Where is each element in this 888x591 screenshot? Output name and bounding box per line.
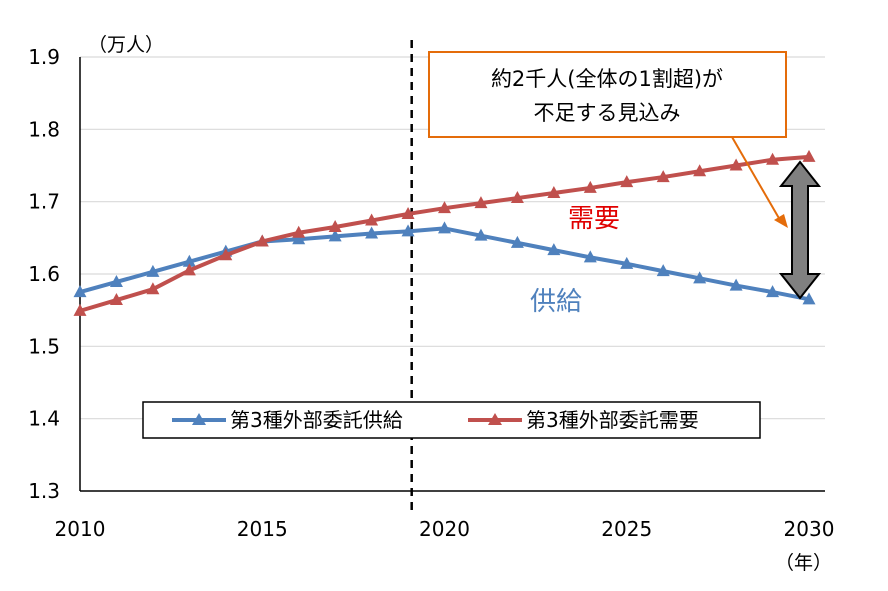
y-tick-label: 1.4 bbox=[28, 407, 60, 431]
data-point bbox=[182, 263, 196, 276]
data-point bbox=[292, 232, 306, 245]
x-tick-label: 2030 bbox=[784, 517, 835, 541]
x-tick-labels: 2010 2015 2020 2025 2030 bbox=[55, 517, 835, 541]
data-point bbox=[583, 180, 597, 193]
callout-line-1: 約2千人(全体の1割超)が bbox=[491, 67, 723, 91]
data-point bbox=[401, 224, 415, 237]
callout-pointer bbox=[731, 136, 781, 221]
data-point bbox=[292, 225, 306, 238]
data-point bbox=[656, 170, 670, 183]
data-point bbox=[73, 285, 87, 298]
data-point bbox=[729, 278, 743, 291]
data-point bbox=[146, 264, 160, 277]
data-point bbox=[766, 152, 780, 165]
data-point bbox=[547, 243, 561, 256]
data-point bbox=[474, 196, 488, 209]
y-tick-label: 1.8 bbox=[28, 117, 60, 141]
y-tick-label: 1.9 bbox=[28, 45, 60, 69]
legend-supply-label: 第3種外部委託供給 bbox=[230, 408, 403, 432]
data-point bbox=[510, 191, 524, 204]
series-line bbox=[79, 154, 810, 313]
y-tick-label: 1.5 bbox=[28, 334, 60, 358]
legend-demand-label: 第3種外部委託需要 bbox=[526, 408, 699, 432]
series-demand bbox=[73, 149, 816, 316]
data-point bbox=[656, 264, 670, 277]
x-tick-label: 2025 bbox=[601, 517, 652, 541]
y-tick-label: 1.3 bbox=[28, 479, 60, 503]
data-point bbox=[583, 250, 597, 263]
data-point bbox=[766, 285, 780, 298]
data-point bbox=[109, 274, 123, 287]
data-point bbox=[146, 282, 160, 295]
data-point bbox=[693, 164, 707, 177]
data-point bbox=[219, 248, 233, 261]
y-axis-unit: （万人） bbox=[88, 34, 164, 56]
callout-box bbox=[428, 51, 787, 138]
callout: 約2千人(全体の1割超)が 不足する見込み bbox=[428, 51, 788, 228]
data-point bbox=[510, 235, 524, 248]
data-point bbox=[620, 256, 634, 269]
data-point bbox=[474, 228, 488, 241]
x-tick-label: 2020 bbox=[419, 517, 470, 541]
x-axis-unit: （年） bbox=[775, 552, 832, 574]
legend: 第3種外部委託供給 第3種外部委託需要 bbox=[142, 401, 761, 439]
data-point bbox=[73, 303, 87, 316]
data-point bbox=[620, 175, 634, 188]
legend-demand-marker bbox=[488, 413, 502, 425]
data-point bbox=[328, 219, 342, 232]
gap-arrow-icon bbox=[778, 160, 822, 300]
data-point bbox=[547, 185, 561, 198]
y-tick-label: 1.6 bbox=[28, 262, 60, 286]
data-point bbox=[693, 271, 707, 284]
data-point bbox=[802, 149, 816, 162]
series-group bbox=[73, 149, 816, 316]
data-point bbox=[365, 226, 379, 239]
callout-pointer-head bbox=[774, 214, 788, 228]
x-tick-label: 2015 bbox=[237, 517, 288, 541]
y-tick-labels: 1.9 1.8 1.7 1.6 1.5 1.4 1.3 bbox=[28, 45, 60, 503]
data-point bbox=[182, 254, 196, 267]
y-tick-label: 1.7 bbox=[28, 190, 60, 214]
data-point bbox=[729, 158, 743, 171]
data-point bbox=[438, 221, 451, 234]
legend-supply-marker bbox=[192, 413, 206, 425]
legend-box bbox=[142, 401, 761, 439]
demand-label: 需要 bbox=[568, 204, 620, 234]
series-supply bbox=[73, 221, 816, 305]
x-tick-label: 2010 bbox=[55, 517, 106, 541]
data-point bbox=[438, 201, 451, 214]
callout-line-2: 不足する見込み bbox=[534, 101, 681, 125]
data-point bbox=[328, 229, 342, 242]
data-point bbox=[365, 213, 379, 226]
data-point bbox=[401, 206, 415, 219]
data-point bbox=[802, 292, 816, 305]
data-point bbox=[255, 234, 269, 247]
data-point bbox=[109, 293, 123, 306]
supply-label: 供給 bbox=[530, 287, 582, 317]
